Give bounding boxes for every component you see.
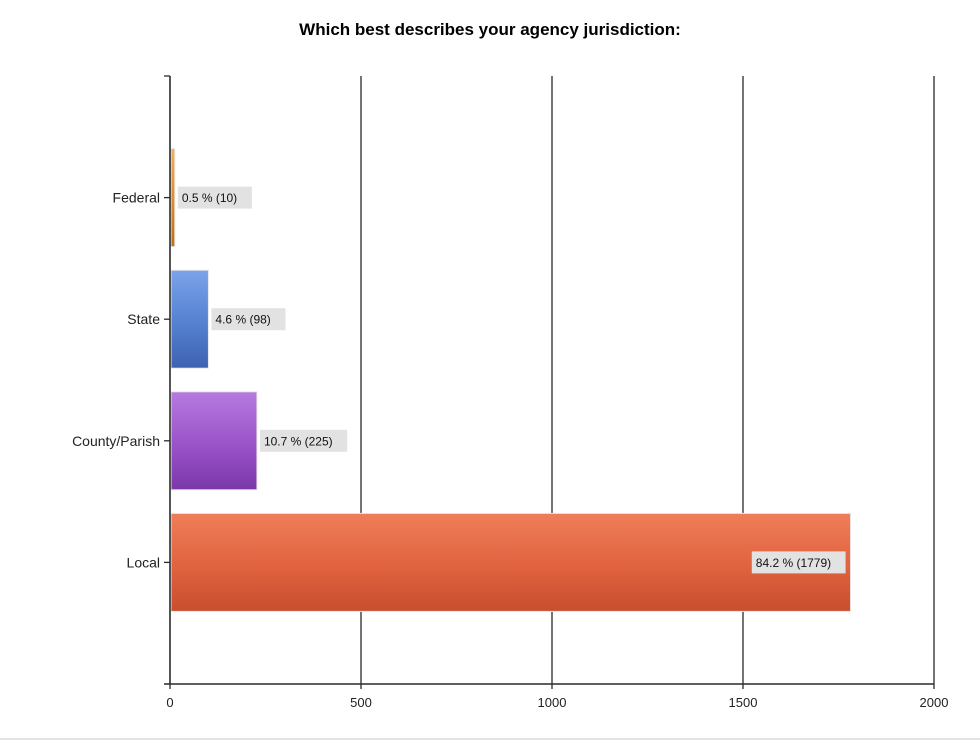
data-labels: 0.5 % (10) 4.6 % (98) 10.7 % (225) 84.2 % (…: [177, 186, 846, 574]
bar-state: [170, 269, 209, 369]
x-tick-label-2000: 2000: [920, 695, 949, 710]
x-tick-label-500: 500: [350, 695, 372, 710]
bars: [170, 148, 852, 612]
x-tick-label-1500: 1500: [729, 695, 758, 710]
axes: 0 500 1000 1500 2000 Federal State County/Paris…: [72, 75, 949, 710]
bar-federal: [170, 148, 176, 248]
category-label-county-parish: County/Parish: [72, 433, 160, 449]
data-label-bg-state: [211, 308, 286, 331]
category-label-state: State: [127, 311, 160, 327]
bar-local: [170, 512, 852, 612]
bar-county-parish: [170, 391, 258, 491]
data-label-bg-county-parish: [259, 429, 348, 452]
chart-title: Which best describes your agency jurisdi…: [299, 20, 681, 39]
x-tick-label-0: 0: [166, 695, 173, 710]
data-label-bg-federal: [177, 186, 252, 209]
category-label-federal: Federal: [113, 190, 160, 206]
x-tick-label-1000: 1000: [538, 695, 567, 710]
data-label-state: 4.6 % (98): [215, 313, 270, 327]
category-label-local: Local: [127, 554, 160, 570]
bottom-divider: [0, 738, 980, 740]
data-label-county-parish: 10.7 % (225): [264, 434, 333, 448]
data-label-local: 84.2 % (1779): [756, 556, 831, 570]
data-label-bg-local: [751, 551, 846, 574]
data-label-federal: 0.5 % (10): [182, 191, 237, 205]
